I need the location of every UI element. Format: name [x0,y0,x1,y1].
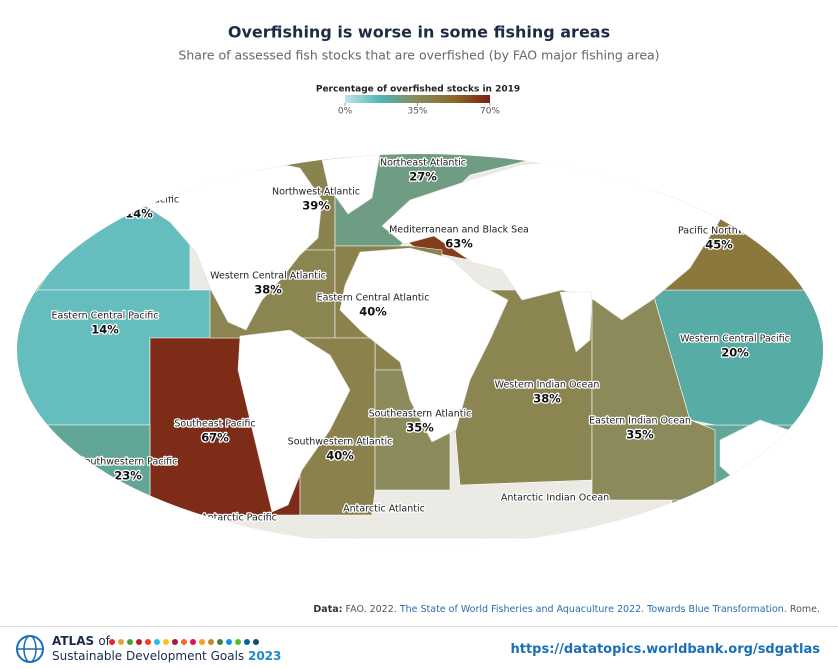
area-name: Eastern Central Atlantic [317,293,430,304]
land-india [559,291,593,353]
area-value-label: 38% [533,392,561,406]
area-value-label: 39% [302,199,330,213]
area-value-label: 20% [721,346,749,360]
area-value-label: 23% [114,469,142,483]
land-antarctica [17,537,823,546]
area-name: Northwest Atlantic [272,187,360,198]
source-note: Data: FAO. 2022. The State of World Fish… [313,604,820,615]
url-link[interactable]: https://datatopics.worldbank.org/sdgatla… [510,642,820,657]
area-name: Southwestern Atlantic [288,437,393,448]
brand-line-2: Sustainable Development Goals 2023 [52,649,281,663]
legend-ticks: 0% 35% 70% [338,103,500,117]
land-africa [339,247,509,443]
area-value-label: 14% [91,323,119,337]
chart: Overfishing is worse in some fishing are… [17,23,823,546]
brand: ATLAS of Sustainable Development Goals 2… [14,633,281,665]
area-name: Western Central Atlantic [210,271,326,282]
land-south-america [237,329,351,513]
legend-tick-label: 70% [480,107,500,117]
area-name: Pacific Northwest [678,226,760,237]
area-value-label: 14% [125,207,153,221]
chart-subtitle: Share of assessed fish stocks that are o… [178,48,659,63]
area-name: Southeast Pacific [174,419,255,430]
brand-name: Sustainable Development Goals [52,649,245,663]
no-data-area-name: Antarctic Atlantic [343,504,425,515]
no-data-area-name: Arctic Sea [381,144,429,155]
source-link[interactable]: The State of World Fisheries and Aquacul… [399,604,787,615]
area-value-label: 63% [445,237,473,251]
brand-year: 2023 [247,649,282,663]
area-value-label: 45% [705,238,733,252]
area-value-label: 35% [406,421,434,435]
land-north-america [119,157,323,331]
brand-of: of [98,634,110,648]
brand-line-1: ATLAS of [52,634,110,648]
area-name: Mediterranean and Black Sea [389,225,529,236]
area-name: Southwestern Pacific [79,457,178,468]
area-name: Northeast Pacific [99,195,179,206]
land-eurasia [381,157,721,321]
area-name: Southeastern Atlantic [369,409,472,420]
footer-rule [0,626,838,627]
fishing-area [17,154,191,291]
sdg-dots [109,639,259,645]
area-name: Eastern Central Pacific [52,311,159,322]
legend-gradient [345,95,490,103]
source-label: Data: [313,604,343,615]
area-value-label: 40% [326,449,354,463]
area-value-label: 35% [626,428,654,442]
area-value-label: 27% [409,170,437,184]
area-value-label: 38% [254,283,282,297]
legend-title: Percentage of overfished stocks in 2019 [316,85,520,95]
area-name: Northeast Atlantic [380,158,466,169]
chart-title: Overfishing is worse in some fishing are… [228,23,610,42]
area-value-label: 40% [359,305,387,319]
legend-tick-label: 35% [407,107,427,117]
area-name: Western Indian Ocean [495,380,600,391]
brand-logo [16,635,44,663]
brand-atlas: ATLAS [52,634,95,648]
no-data-area-name: Antarctic Pacific [201,513,277,524]
area-name: Eastern Indian Ocean [589,416,691,427]
legend-tick-label: 0% [338,107,353,117]
area-name: Western Central Pacific [680,334,790,345]
source-text: FAO. 2022. [345,604,397,615]
source-end: Rome. [789,604,820,615]
no-data-area-name: Antarctic Indian Ocean [501,493,609,504]
area-value-label: 67% [201,431,229,445]
